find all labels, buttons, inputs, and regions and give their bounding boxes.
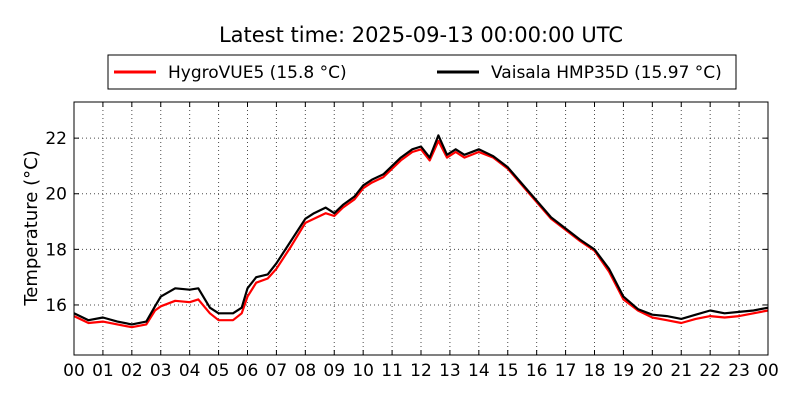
grid — [74, 102, 768, 355]
chart-title: Latest time: 2025-09-13 00:00:00 UTC — [219, 23, 623, 47]
x-tick-label: 02 — [121, 361, 143, 381]
x-tick-label: 17 — [555, 361, 577, 381]
x-tick-label: 03 — [150, 361, 172, 381]
x-tick-label: 01 — [92, 361, 114, 381]
x-tick-label: 09 — [323, 361, 345, 381]
series-line-vaisala — [73, 134, 769, 326]
x-tick-label: 19 — [613, 361, 635, 381]
axis-ticks: 00 01 02 03 04 05 06 07 08 09 10 11 12 13 14 15 16 17 18 19… — [45, 102, 779, 381]
x-tick-label: 18 — [584, 361, 606, 381]
x-tick-label: 22 — [699, 361, 721, 381]
x-tick-label: 00 — [757, 361, 779, 381]
x-tick-label: 06 — [237, 361, 259, 381]
y-tick-label: 22 — [45, 129, 67, 149]
x-tick-label: 13 — [439, 361, 461, 381]
plot-frame — [73, 101, 769, 356]
legend-label-vaisala: Vaisala HMP35D (15.97 °C) — [491, 63, 722, 83]
y-tick-label: 18 — [45, 240, 67, 260]
x-tick-label: 20 — [642, 361, 664, 381]
x-tick-label: 10 — [352, 361, 374, 381]
x-tick-label: 12 — [410, 361, 432, 381]
x-tick-label: 14 — [468, 361, 490, 381]
x-tick-label: 05 — [208, 361, 230, 381]
legend: HygroVUE5 (15.8 °C) Vaisala HMP35D (15.9… — [107, 54, 737, 90]
x-tick-label: 11 — [381, 361, 403, 381]
y-tick-label: 20 — [45, 185, 67, 205]
y-axis-label: Temperature (°C) — [21, 150, 42, 306]
series-line-hygrovue5 — [73, 139, 769, 329]
x-tick-label: 16 — [526, 361, 548, 381]
legend-box — [107, 54, 737, 90]
x-tick-label: 04 — [179, 361, 201, 381]
x-tick-label: 00 — [63, 361, 85, 381]
legend-label-hygrovue5: HygroVUE5 (15.8 °C) — [168, 63, 347, 83]
x-tick-label: 21 — [670, 361, 692, 381]
y-tick-label: 16 — [45, 296, 67, 316]
series-lines — [73, 134, 769, 329]
x-tick-label: 23 — [728, 361, 750, 381]
x-tick-label: 08 — [295, 361, 317, 381]
x-tick-label: 07 — [266, 361, 288, 381]
x-tick-label: 15 — [497, 361, 519, 381]
